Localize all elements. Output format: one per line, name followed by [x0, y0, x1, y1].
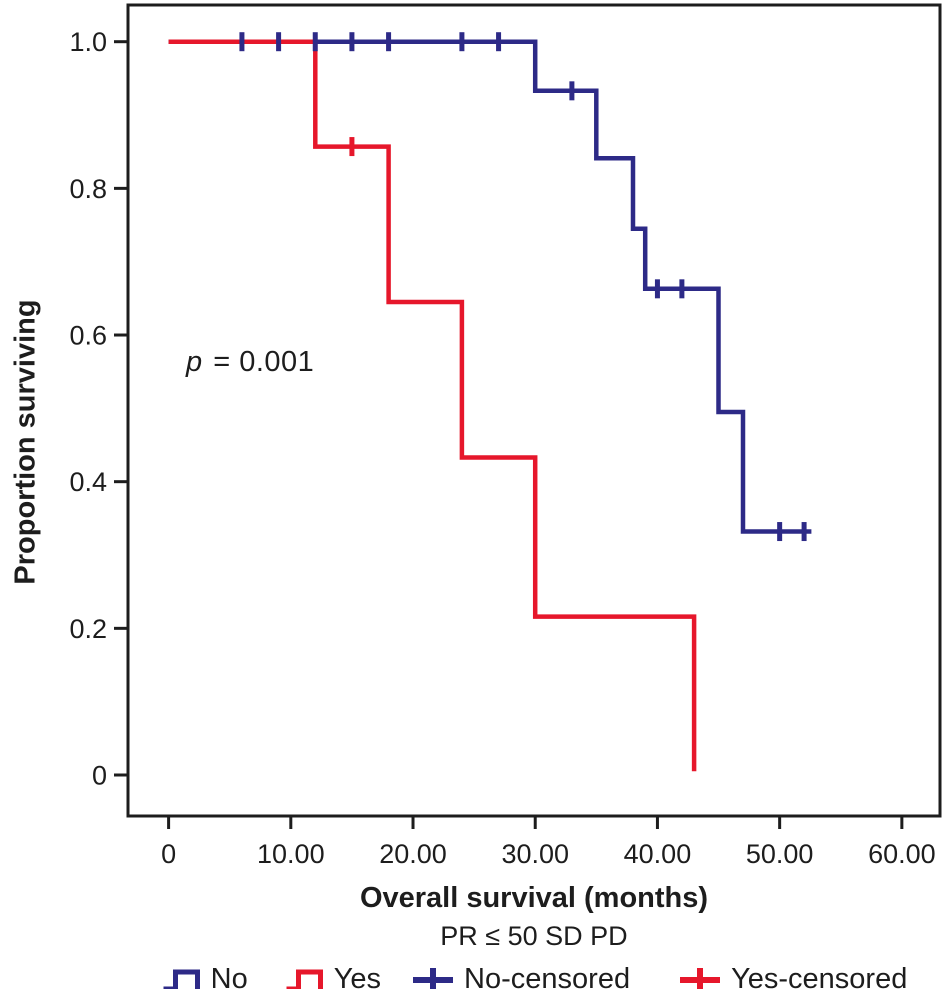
- survival-curve-no: [168, 39, 812, 534]
- plot-border: [126, 3, 942, 818]
- x-tick-label: 20.00: [379, 839, 447, 869]
- y-tick-label: 0.4: [69, 467, 107, 497]
- step-line-icon: [163, 969, 200, 989]
- legend-label-yes: Yes: [333, 963, 382, 989]
- step-line-icon: [286, 969, 323, 989]
- y-tick-label: 1.0: [69, 27, 107, 57]
- legend-title: PR ≤ 50 SD PD: [440, 921, 628, 951]
- legend-item-yes: Yes: [284, 963, 381, 989]
- y-tick-label: 0: [92, 761, 107, 791]
- p-value-text: = 0.001: [204, 346, 315, 378]
- plus-icon: [413, 967, 454, 989]
- survival-curve-yes: [168, 39, 697, 772]
- y-axis-title: Proportion surviving: [9, 299, 42, 585]
- plus-icon: [680, 967, 721, 989]
- legend: PR ≤ 50 SD PD No Yes No-censored: [128, 921, 940, 989]
- legend-row: No Yes No-censored Yes-censored: [128, 963, 940, 989]
- x-axis-title: Overall survival (months): [359, 882, 709, 914]
- x-tick-label: 40.00: [624, 839, 692, 869]
- y-tick-label: 0.2: [69, 614, 107, 644]
- x-tick-label: 30.00: [501, 839, 569, 869]
- step-line-glyph: [286, 969, 323, 989]
- p-symbol: p: [186, 346, 203, 378]
- legend-label-yes-censored: Yes-censored: [731, 963, 908, 989]
- plus-glyph: [680, 967, 721, 989]
- x-tick-label: 10.00: [257, 839, 325, 869]
- plus-glyph: [413, 967, 454, 989]
- x-tick-label: 50.00: [746, 839, 814, 869]
- y-tick-label: 0.8: [69, 174, 107, 204]
- legend-item-yes-censored: Yes-censored: [678, 963, 907, 989]
- step-line-glyph: [163, 969, 200, 989]
- y-tick-label: 0.6: [69, 321, 107, 351]
- legend-item-no: No: [161, 963, 248, 989]
- x-tick-label: 60.00: [868, 839, 936, 869]
- p-value-annotation: p = 0.001: [186, 346, 314, 379]
- legend-label-no-censored: No-censored: [464, 963, 631, 989]
- legend-label-no: No: [210, 963, 248, 989]
- x-tick-label: 0: [161, 839, 176, 869]
- legend-item-no-censored: No-censored: [411, 963, 630, 989]
